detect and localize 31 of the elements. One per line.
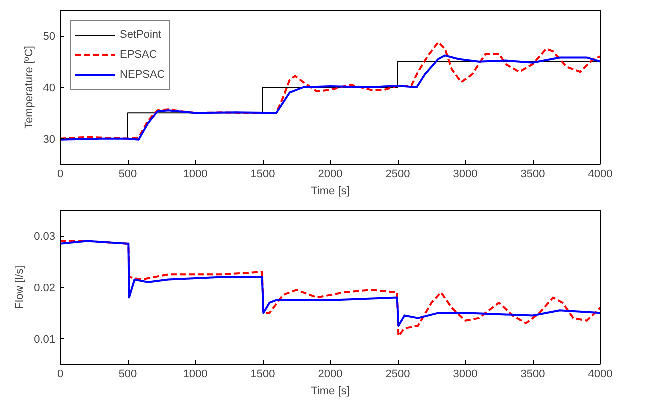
x-tick-label: 2000 bbox=[318, 168, 343, 180]
x-tick-label: 3000 bbox=[453, 368, 478, 380]
x-tick-label: 1000 bbox=[183, 368, 208, 380]
x-tick-label: 2500 bbox=[386, 368, 410, 380]
x-tick-label: 4000 bbox=[588, 168, 613, 180]
x-tick-label: 3500 bbox=[520, 168, 546, 180]
y-axis-title: Temperature [ºC] bbox=[23, 46, 36, 129]
x-tick-label: 500 bbox=[118, 368, 138, 380]
y-tick-label: 0.02 bbox=[34, 282, 56, 294]
x-tick-label: 3500 bbox=[520, 368, 546, 380]
x-tick-label: 2500 bbox=[386, 168, 410, 180]
legend-label: NEPSAC bbox=[120, 69, 166, 81]
y-tick-label: 50 bbox=[43, 31, 56, 44]
x-tick-label: 0 bbox=[57, 368, 64, 380]
y-tick-label: 30 bbox=[43, 134, 56, 146]
x-tick-label: 2000 bbox=[318, 368, 343, 380]
y-tick-label: 0.01 bbox=[34, 334, 56, 346]
x-tick-label: 1500 bbox=[250, 168, 276, 180]
x-axis-title: Time [s] bbox=[311, 386, 350, 398]
x-tick-label: 0 bbox=[57, 168, 64, 180]
x-tick-label: 3000 bbox=[453, 168, 478, 180]
x-tick-label: 4000 bbox=[588, 368, 613, 380]
y-tick-label: 40 bbox=[43, 82, 56, 94]
x-axis-title: Time [s] bbox=[311, 186, 350, 198]
y-tick-label: 0.03 bbox=[34, 231, 56, 244]
x-tick-label: 1000 bbox=[183, 168, 208, 180]
x-tick-label: 1500 bbox=[250, 368, 276, 380]
y-axis-title: Flow [l/s] bbox=[14, 266, 26, 310]
legend-label: SetPoint bbox=[120, 29, 162, 41]
x-tick-label: 500 bbox=[118, 168, 138, 180]
legend-label: EPSAC bbox=[120, 49, 158, 61]
